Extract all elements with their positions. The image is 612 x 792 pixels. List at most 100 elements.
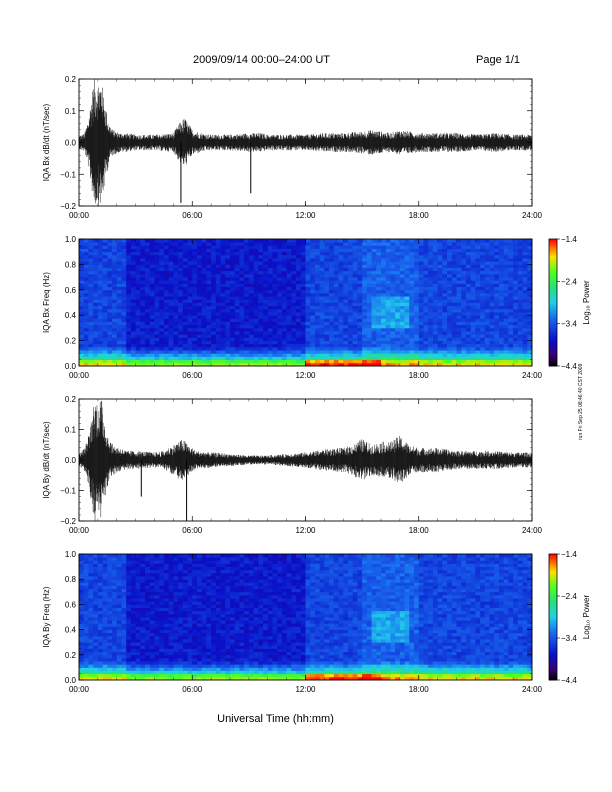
spectrogram-cell [140,267,146,272]
spectrogram-cell [395,264,401,268]
spectrogram-cell [508,254,514,259]
spectrogram-cell [324,353,330,357]
spectrogram-cell [126,337,132,341]
spectrogram-cell [475,270,481,275]
spectrogram-cell [366,245,372,249]
spectrogram-cell [286,280,292,284]
spectrogram-cell [291,280,297,284]
spectrogram-cell [338,321,344,326]
spectrogram-cell [135,623,141,627]
spectrogram-cell [366,261,372,265]
spectrogram-cell [248,245,254,249]
spectrogram-cell [244,242,250,246]
spectrogram-cell [319,308,325,313]
spectrogram-cell [291,248,297,253]
spectrogram-cell [140,670,146,675]
spectrogram-cell [140,579,146,583]
spectrogram-cell [281,324,288,329]
spectrogram-cell [234,362,240,367]
spectrogram-cell [329,318,335,322]
spectrogram-cell [225,350,231,354]
spectrogram-cell [447,270,453,275]
spectrogram-cell [508,315,514,319]
spectrogram-cell [93,267,99,272]
spectrogram-cell [97,673,103,678]
spectrogram-cell [296,254,302,259]
spectrogram-cell [527,346,533,351]
spectrogram-cell [442,286,448,291]
spectrogram-cell [107,286,113,291]
spectrogram-cell [522,264,528,268]
colorbar-swatch [549,323,557,327]
spectrogram-cell [281,264,288,268]
spectrogram-cell [286,283,292,288]
spectrogram-cell [79,312,85,316]
spectrogram-cell [333,299,339,303]
spectrogram-cell [272,362,278,367]
spectrogram-cell [112,254,118,259]
spectrogram-cell [130,667,137,671]
spectrogram-cell [234,248,240,253]
spectrogram-cell [154,661,160,665]
spectrogram-cell [93,648,99,653]
spectrogram-cell [291,267,297,272]
spectrogram-cell [324,327,330,332]
spectrogram-cell [130,635,137,640]
spectrogram-cell [79,321,85,326]
spectrogram-cell [107,343,113,348]
spectrogram-cell [126,359,132,364]
spectrogram-cell [130,604,137,608]
spectrogram-cell [130,572,137,577]
spectrogram-cell [230,315,236,319]
spectrogram-cell [79,286,85,291]
spectrogram-cell [140,239,146,243]
spectrogram-cell [149,324,155,329]
spectrogram-cell [135,343,141,348]
spectrogram-cell [112,673,118,678]
spectrogram-cell [140,337,146,341]
spectrogram-cell [121,305,127,310]
spectrogram-cell [225,353,231,357]
colorbar-swatch [549,310,557,314]
spectrogram-cell [107,620,113,624]
spectrogram-cell [390,334,396,338]
spectrogram-cell [102,346,108,351]
spectrogram-cell [196,327,203,332]
colorbar-swatch [549,294,557,297]
spectrogram-cell [494,315,500,319]
spectrogram-cell [286,286,292,291]
spectrogram-cell [248,248,254,253]
spectrogram-cell [338,283,344,288]
spectrogram-cell [97,594,103,599]
spectrogram-cell [513,261,519,265]
spectrogram-cell [494,321,500,326]
spectrogram-cell [347,283,354,288]
spectrogram-cell [88,302,94,307]
spectrogram-cell [267,350,273,354]
spectrogram-cell [465,353,472,357]
spectrogram-cell [102,648,108,653]
spectrogram-cell [362,362,368,367]
spectrogram-cell [187,283,193,288]
spectrogram-cell [277,248,283,253]
spectrogram-cell [225,254,231,259]
spectrogram-cell [258,337,264,341]
spectrogram-cell [296,312,302,316]
spectrogram-cell [140,254,146,259]
spectrogram-cell [130,327,137,332]
spectrogram-cell [498,251,505,256]
spectrogram-cell [281,321,288,326]
spectrogram-cell [88,645,94,649]
spectrogram-cell [107,308,113,313]
spectrogram-cell [494,273,500,278]
spectrogram-cell [112,645,118,649]
spectrogram-cell [498,267,505,272]
spectrogram-cell [338,245,344,249]
spectrogram-cell [281,270,288,275]
spectrogram-cell [352,312,358,316]
spectrogram-cell [385,248,391,253]
spectrogram-cell [437,337,443,341]
spectrogram-cell [145,626,151,630]
spectrogram-cell [154,563,160,567]
spectrogram-cell [196,308,203,313]
